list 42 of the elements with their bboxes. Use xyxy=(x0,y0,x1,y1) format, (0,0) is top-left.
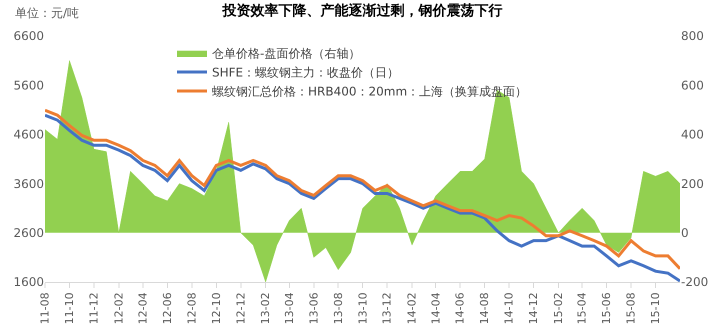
x-tick-label: 15-06 xyxy=(600,292,614,324)
legend-label: 仓单价格-盘面价格（右轴） xyxy=(212,46,360,61)
y-tick-label: 4600 xyxy=(13,128,44,142)
chart-title: 投资效率下降、产能逐渐过剩，钢价震荡下行 xyxy=(222,2,502,19)
x-tick-label: 15-08 xyxy=(624,292,638,324)
x-tick-label: 14-06 xyxy=(454,292,467,324)
x-tick-label: 12-06 xyxy=(160,292,174,324)
x-tick-label: 15-02 xyxy=(552,292,566,324)
text: 单位：元/吨 xyxy=(15,6,80,20)
x-tick-label: 13-06 xyxy=(307,292,320,324)
x-tick-label: 12-10 xyxy=(210,292,223,324)
x-tick-label: 12-12 xyxy=(234,292,248,324)
y-tick-label: 2600 xyxy=(13,226,44,240)
y-tick-label: 1600 xyxy=(13,275,44,290)
y-tick-label: 5600 xyxy=(13,78,44,92)
x-tick-label: 14-02 xyxy=(406,292,419,324)
y2-tick-label: 0 xyxy=(681,226,689,240)
y2-tick-label: 600 xyxy=(681,78,704,92)
legend-label: SHFE：螺纹钢主力：收盘价（日） xyxy=(212,66,400,80)
x-tick-label: 15-10 xyxy=(649,292,662,324)
x-tick-label: 12-08 xyxy=(185,292,198,324)
y2-tick-label: -200 xyxy=(681,275,708,290)
x-tick-label: 12-04 xyxy=(136,292,150,324)
x-tick-label: 13-08 xyxy=(332,292,345,324)
y2-tick-label: 800 xyxy=(681,29,704,44)
y2-tick-label: 400 xyxy=(681,128,704,142)
x-tick-label: 13-10 xyxy=(356,292,370,324)
x-tick-label: 13-02 xyxy=(259,292,272,324)
x-tick-label: 13-04 xyxy=(282,292,296,324)
x-tick-label: 14-08 xyxy=(478,292,492,324)
x-tick-label: 11-12 xyxy=(88,292,101,324)
x-tick-label: 14-12 xyxy=(527,292,540,324)
y-tick-label: 6600 xyxy=(13,29,44,44)
x-tick-label: 11-10 xyxy=(63,292,76,324)
y-tick-label: 3600 xyxy=(13,176,44,191)
x-tick-label: 14-10 xyxy=(502,292,516,324)
x-tick-label: 11-08 xyxy=(38,292,52,324)
x-tick-label: 12-02 xyxy=(112,292,126,324)
y2-tick-label: 200 xyxy=(681,176,704,191)
x-tick-label: 13-12 xyxy=(380,292,394,324)
x-tick-label: 15-04 xyxy=(576,292,589,324)
x-tick-label: 14-04 xyxy=(429,292,442,324)
